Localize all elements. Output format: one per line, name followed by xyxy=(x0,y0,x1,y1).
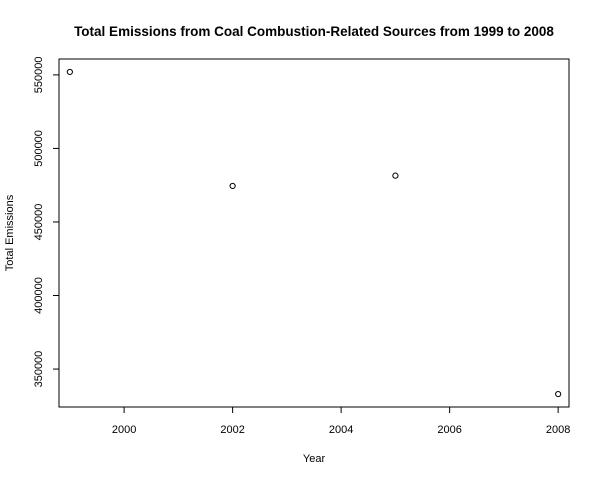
data-point xyxy=(66,68,73,76)
data-point xyxy=(392,172,399,179)
x-tick-label: 2004 xyxy=(329,424,353,436)
y-tick-label: 350000 xyxy=(33,351,45,388)
data-points xyxy=(66,68,562,398)
plot-box xyxy=(58,58,570,408)
y-axis: 350000 400000 450000 500000 550000 xyxy=(33,57,60,388)
data-point xyxy=(229,182,236,190)
x-tick-label: 2008 xyxy=(546,424,570,436)
y-tick-label: 500000 xyxy=(33,130,45,167)
y-tick-label: 400000 xyxy=(33,277,45,314)
y-tick-label: 450000 xyxy=(33,204,45,241)
x-tick-label: 2006 xyxy=(437,424,461,436)
y-axis-label: Total Emissions xyxy=(4,194,16,271)
x-axis: 2000 2002 2004 2006 2008 xyxy=(112,406,570,436)
x-tick-label: 2002 xyxy=(220,424,244,436)
chart-title: Total Emissions from Coal Combustion-Rel… xyxy=(74,24,554,39)
data-point xyxy=(555,390,562,398)
y-tick-label: 550000 xyxy=(33,57,45,94)
x-axis-label: Year xyxy=(303,453,326,465)
x-tick-label: 2000 xyxy=(112,424,136,436)
